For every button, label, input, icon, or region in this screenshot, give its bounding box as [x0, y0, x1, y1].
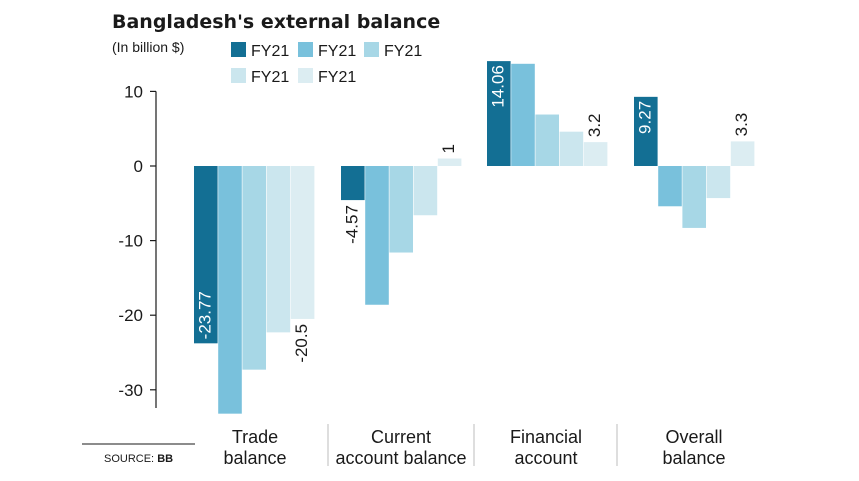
bar-c1-s1	[194, 166, 218, 344]
category-label-2-line-2: account balance	[335, 448, 466, 468]
bar-c4-s2	[658, 166, 682, 207]
y-tick-label-4: -20	[118, 306, 143, 325]
bar-c3-s4	[559, 131, 584, 166]
legend: FY21 FY21 FY21 FY21 FY21	[231, 42, 422, 86]
category-label-3-line-1: Financial	[510, 427, 582, 447]
bar-c4-s5	[730, 141, 755, 166]
bar-c2-s4	[413, 166, 438, 216]
y-tick-label-1: 10	[124, 82, 143, 101]
legend-label-3: FY21	[384, 43, 422, 60]
source-text: SOURCE: BB	[104, 453, 173, 465]
data-label-5: 14.06	[488, 65, 507, 108]
legend-label-4: FY21	[251, 69, 289, 86]
bar-c1-s3	[242, 166, 266, 370]
bar-c2-s5	[437, 158, 462, 166]
source-note: SOURCE: BB	[82, 443, 195, 465]
legend-swatch-3	[364, 42, 379, 57]
data-label-4: 1	[439, 144, 458, 153]
legend-swatch-1	[231, 42, 246, 57]
data-label-2: -20.5	[292, 324, 311, 363]
bar-c1-s4	[266, 166, 291, 333]
data-label-6: 3.2	[585, 113, 604, 137]
chart-subtitle: (In billion $)	[112, 39, 184, 55]
data-labels: -23.77 -20.5 -4.57 1 14.06 3.2 9.27 3.3	[195, 65, 751, 363]
bar-c1-s5	[290, 166, 315, 319]
y-axis: 10 0 -10 -20 -30	[118, 82, 618, 466]
source-label: SOURCE:	[104, 453, 154, 465]
chart-title: Bangladesh's external balance	[112, 11, 440, 33]
bar-c3-s1	[487, 61, 511, 167]
y-tick-label-5: -30	[118, 381, 143, 400]
bar-c3-s3	[535, 114, 559, 166]
source-value: BB	[157, 453, 173, 465]
bar-c2-s1	[341, 166, 365, 201]
y-tick-label-2: 0	[134, 157, 143, 176]
bar-c4-s3	[682, 166, 706, 228]
bar-c4-s4	[706, 166, 731, 199]
legend-swatch-2	[298, 42, 313, 57]
y-tick-label-3: -10	[118, 232, 143, 251]
legend-swatch-4	[231, 68, 246, 83]
category-label-4-line-1: Overall	[665, 427, 722, 447]
legend-swatch-5	[298, 68, 313, 83]
legend-label-1: FY21	[251, 43, 289, 60]
bar-c1-s2	[218, 166, 242, 414]
category-label-4-line-2: balance	[662, 448, 725, 468]
bar-c4-s1	[634, 96, 658, 166]
category-label-2-line-1: Current	[371, 427, 431, 447]
bar-c2-s3	[389, 166, 413, 253]
data-label-8: 3.3	[732, 113, 751, 137]
data-label-3: -4.57	[342, 205, 361, 244]
data-label-1: -23.77	[195, 291, 214, 339]
bars	[194, 61, 755, 414]
legend-label-5: FY21	[318, 69, 356, 86]
bar-c3-s2	[511, 63, 535, 166]
category-label-1-line-1: Trade	[232, 427, 278, 447]
data-label-7: 9.27	[635, 101, 654, 134]
category-label-1-line-2: balance	[223, 448, 286, 468]
legend-label-2: FY21	[318, 43, 356, 60]
bar-c2-s2	[365, 166, 389, 305]
bar-c3-s5	[583, 142, 608, 166]
category-label-3-line-2: account	[514, 448, 577, 468]
